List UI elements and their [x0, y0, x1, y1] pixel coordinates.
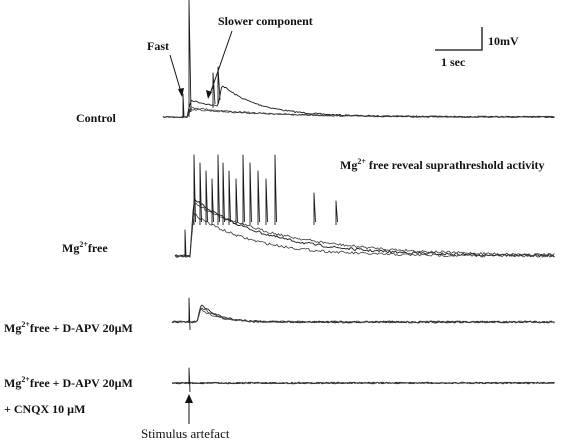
mg-free-spike: [199, 162, 202, 225]
apv-traces: [171, 297, 555, 331]
slower-component-arrowhead: [206, 90, 212, 99]
apv-sweep: [172, 307, 555, 324]
apv-sweep: [171, 304, 555, 324]
fast-arrowhead: [178, 88, 184, 97]
mg-free-note: Mg2+ free reveal suprathreshold activity: [340, 157, 545, 172]
scale-voltage-label: 10mV: [488, 34, 519, 48]
mg-free-spike: [274, 154, 277, 225]
control-spike: [217, 66, 221, 104]
mg-free-spike: [335, 200, 338, 225]
mg-free-traces: [174, 154, 555, 258]
mg-free-spike: [205, 170, 208, 225]
control-sweep: [162, 108, 555, 118]
mg-free-spike: [249, 162, 252, 225]
cnqx-label: Mg2+free + D-APV 20µM: [4, 375, 133, 390]
mg-free-spike: [222, 162, 225, 225]
cnqx-stimulus-artefact: [188, 367, 191, 393]
apv-sweep: [171, 309, 555, 324]
mg-free-spike: [228, 170, 231, 225]
apv-stimulus-artefact: [188, 297, 191, 331]
mg-free-spike: [313, 192, 316, 225]
mg-free-sweep: [174, 213, 555, 258]
scale-bar: 10mV 1 sec: [435, 27, 519, 69]
control-spike: [212, 72, 216, 108]
control-fast-spike: [188, 0, 192, 117]
mg-free-spike: [211, 178, 214, 225]
control-sweep: [162, 85, 555, 119]
apv-panel: Mg2+free + D-APV 20µM: [4, 297, 555, 335]
control-label: Control: [76, 111, 116, 125]
fast-arrow: [169, 54, 182, 93]
cnqx-traces: [171, 367, 555, 393]
mg-free-spike: [265, 178, 268, 225]
mg-free-sweep: [174, 202, 555, 258]
stimulus-artefact-label: Stimulus artefact: [141, 426, 230, 441]
mg-free-spike: [217, 154, 220, 225]
mg-free-spike: [235, 178, 238, 225]
slower-component-label: Slower component: [218, 14, 313, 28]
cnqx-label-line2: + CNQX 10 µM: [4, 402, 85, 416]
mg-free-spike: [193, 154, 196, 225]
control-panel: Fast Slower component Control: [76, 0, 555, 125]
stimulus-arrowhead: [185, 394, 193, 403]
mg-stimulus-artefact: [184, 229, 187, 257]
apv-label: Mg2+free + D-APV 20µM: [4, 320, 133, 335]
fast-label: Fast: [147, 39, 169, 53]
stimulus-marker: Stimulus artefact: [141, 394, 230, 441]
cnqx-panel: Mg2+free + D-APV 20µM + CNQX 10 µM: [4, 367, 555, 416]
mg-free-label: Mg2+free: [62, 240, 108, 255]
mg-free-sweep: [174, 198, 555, 258]
control-stimulus-artefact: [182, 93, 185, 118]
cnqx-sweep: [171, 381, 555, 385]
scale-time-label: 1 sec: [441, 55, 466, 69]
mg-free-spike: [242, 154, 245, 225]
control-traces: [162, 0, 555, 119]
scale-bar-lines: [435, 27, 483, 51]
mg-free-panel: Mg2+ free reveal suprathreshold activity…: [62, 154, 555, 258]
control-sweep: [162, 106, 555, 119]
mg-free-spike: [257, 170, 260, 225]
